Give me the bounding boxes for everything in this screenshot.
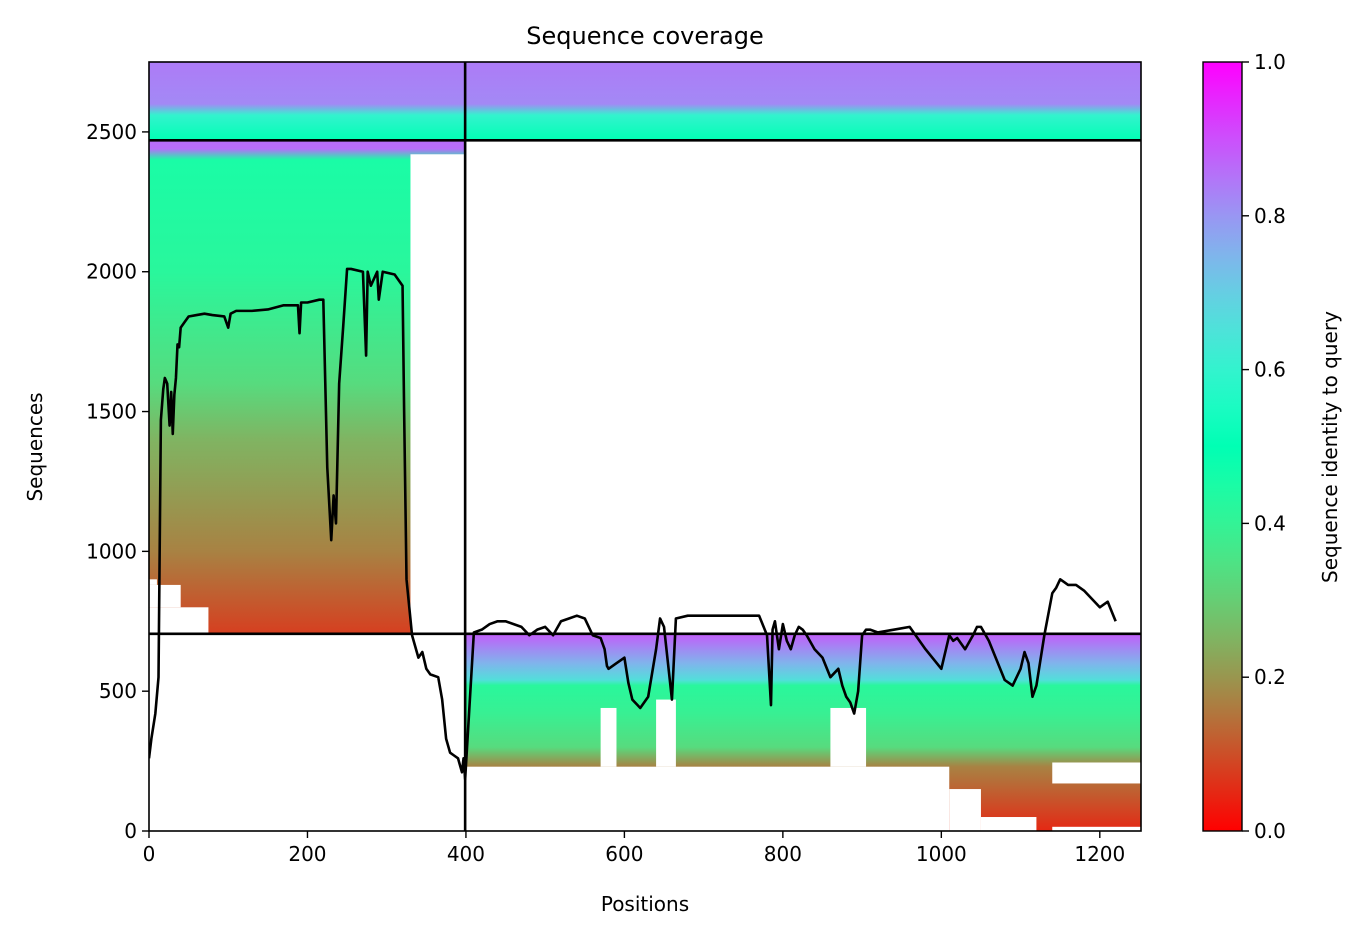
plot-area [149, 62, 1141, 831]
x-tick-label: 0 [143, 842, 156, 866]
x-tick-label: 200 [288, 842, 326, 866]
colorbar-tick-label: 0.4 [1254, 511, 1286, 535]
x-tick-label: 1000 [916, 842, 967, 866]
x-tick-label: 1200 [1074, 842, 1125, 866]
colorbar-tick-label: 0.6 [1254, 358, 1286, 382]
y-tick-label: 2000 [86, 260, 137, 284]
y-axis: 0 500 1000 1500 2000 2500 [86, 120, 149, 843]
gap-b-streak-2 [830, 707, 867, 767]
gap-b-bottom2 [949, 789, 981, 831]
y-axis-label: Sequences [23, 392, 47, 501]
y-tick-label: 2500 [86, 120, 137, 144]
colorbar-tick-label: 0.2 [1254, 665, 1286, 689]
colorbar-frame [1202, 61, 1243, 832]
plot-frame [148, 61, 1142, 832]
y-tick-label: 500 [99, 679, 137, 703]
coverage-block-chain-B-paired [465, 62, 1141, 141]
y-tick-label: 1000 [86, 539, 137, 563]
coverage-line [149, 267, 1117, 781]
x-axis: 0 200 400 600 800 1000 1200 [143, 831, 1125, 866]
coverage-block-chain-A-paired [149, 62, 466, 141]
x-tick-label: 600 [605, 842, 643, 866]
gap-b-bottom [465, 766, 950, 831]
chart-title: Sequence coverage [526, 22, 763, 50]
colorbar: 0.0 0.2 0.4 0.6 0.8 1.0 Sequence identity to … [1202, 50, 1342, 843]
y-tick-label: 0 [124, 819, 137, 843]
y-tick-label: 1500 [86, 400, 137, 424]
gap-a-lowleft2 [149, 584, 181, 608]
gap-b-right [1052, 762, 1141, 784]
gap-b-streak-1 [656, 699, 676, 767]
colorbar-label: Sequence identity to query [1318, 311, 1342, 583]
x-tick-label: 400 [447, 842, 485, 866]
colorbar-tick-label: 1.0 [1254, 50, 1286, 74]
colorbar-tick-label: 0.0 [1254, 819, 1286, 843]
chain-boundaries [149, 62, 1141, 831]
x-axis-label: Positions [601, 892, 689, 916]
colorbar-tick-label: 0.8 [1254, 204, 1286, 228]
gap-a-right [410, 154, 466, 634]
gap-a-lowleft3 [149, 579, 157, 585]
coverage-gaps [149, 154, 1141, 831]
gap-b-streak-0 [600, 707, 617, 767]
x-tick-label: 800 [764, 842, 802, 866]
coverage-line-layer [149, 267, 1117, 781]
colorbar-ticks: 0.0 0.2 0.4 0.6 0.8 1.0 [1242, 50, 1286, 843]
colorbar-fill [1203, 62, 1242, 831]
coverage-blocks [149, 62, 1141, 831]
gap-b-bottom4 [1052, 826, 1141, 831]
gap-b-bottom3 [980, 817, 1037, 831]
